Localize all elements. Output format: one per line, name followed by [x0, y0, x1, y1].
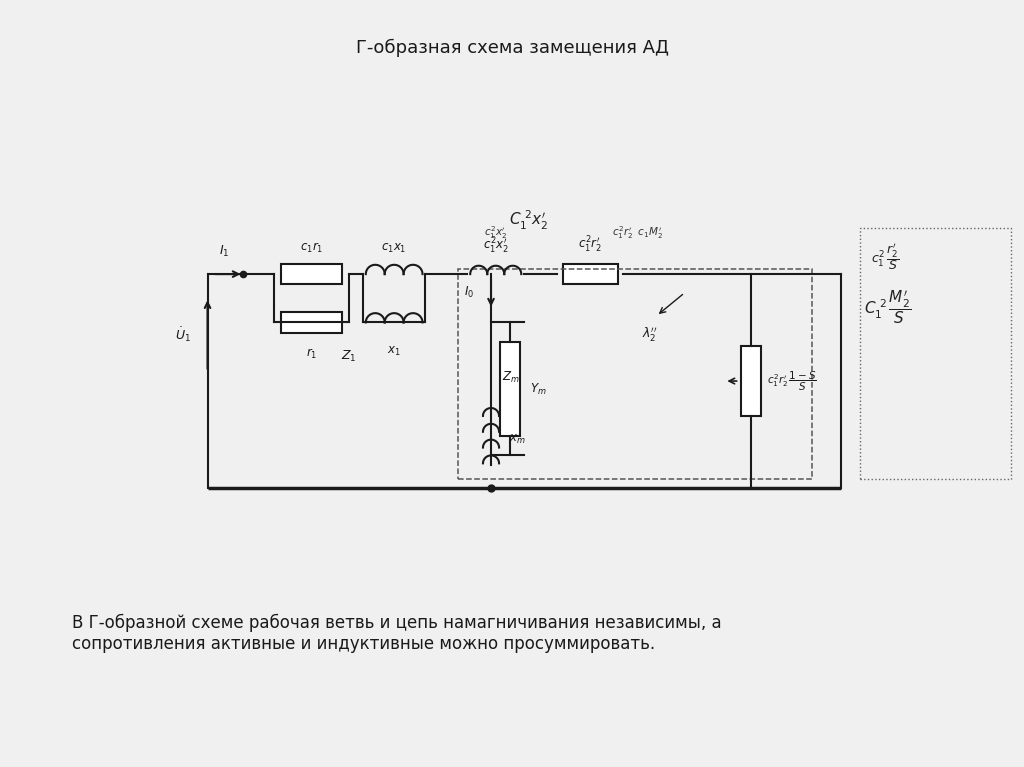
Text: $c_1^2r_2'\,\dfrac{1-S}{S}$: $c_1^2r_2'\,\dfrac{1-S}{S}$ [767, 370, 817, 393]
Text: $c_1^2r_2'\;\; c_1M_2'$: $c_1^2r_2'\;\; c_1M_2'$ [611, 224, 664, 241]
Text: $c_1^2r_2'$: $c_1^2r_2'$ [579, 235, 602, 255]
Text: $x_1$: $x_1$ [387, 345, 401, 358]
Bar [563, 264, 617, 285]
Text: $r_1$: $r_1$ [306, 347, 317, 360]
Text: $I_1$: $I_1$ [219, 244, 229, 259]
Text: $c_1^2x_2'$: $c_1^2x_2'$ [484, 224, 507, 241]
Text: $Z_1$: $Z_1$ [341, 348, 357, 364]
Bar [859, 228, 1011, 479]
Bar [281, 264, 342, 285]
Text: $c_1x_1$: $c_1x_1$ [381, 242, 407, 255]
Text: $I_0$: $I_0$ [464, 285, 474, 300]
Text: $Y_m$: $Y_m$ [529, 381, 547, 397]
Text: $\dot{U}_1$: $\dot{U}_1$ [174, 325, 190, 344]
Text: $\lambda_2''$: $\lambda_2''$ [642, 325, 657, 344]
Bar [740, 346, 761, 416]
Text: $c_1r_1$: $c_1r_1$ [300, 241, 324, 255]
Text: $x_m$: $x_m$ [509, 433, 525, 446]
Bar [281, 312, 342, 333]
Bar [500, 342, 520, 436]
Text: $c_1^2\,\dfrac{r_2'}{S}$: $c_1^2\,\dfrac{r_2'}{S}$ [870, 242, 899, 272]
Text: Г-образная схема замещения АД: Г-образная схема замещения АД [355, 38, 669, 57]
Bar [458, 269, 812, 479]
Text: $C_1^{\ 2}x_2'$: $C_1^{\ 2}x_2'$ [509, 209, 549, 232]
Text: В Г-образной схеме рабочая ветвь и цепь намагничивания независимы, а
сопротивлен: В Г-образной схеме рабочая ветвь и цепь … [72, 614, 721, 653]
Text: $C_1^{\ 2}\,\dfrac{M_2'}{S}$: $C_1^{\ 2}\,\dfrac{M_2'}{S}$ [864, 288, 911, 326]
Text: $c_1^2x_2'$: $c_1^2x_2'$ [482, 236, 509, 256]
Text: $Z_m$: $Z_m$ [503, 370, 520, 385]
